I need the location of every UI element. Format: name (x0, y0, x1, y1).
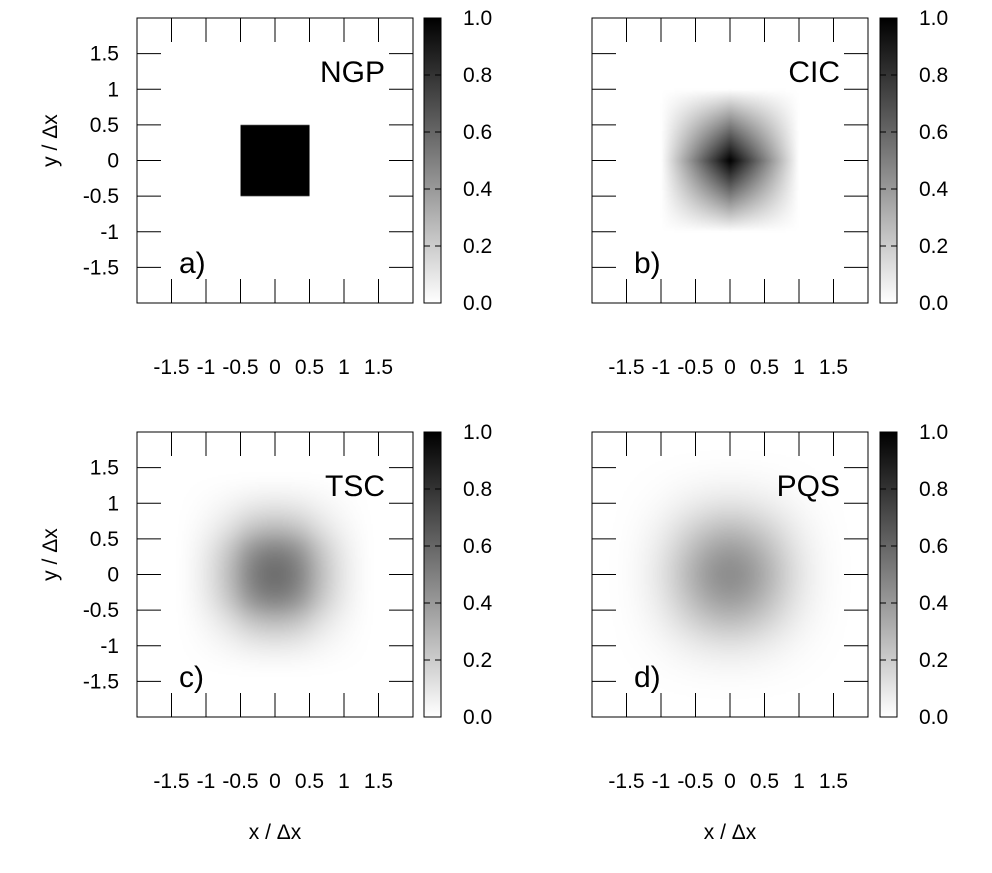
x-tick-label: -1.5 (608, 356, 644, 379)
colorbar-tick-label: 0.8 (463, 478, 492, 501)
y-axis-label: y / Δx (39, 114, 62, 167)
colorbar-tick-label: 0.6 (463, 535, 492, 558)
colorbar: 1.0 0.8 0.6 0.4 0.2 0.0 (423, 421, 493, 729)
panel-3: -1.5 -1 -0.5 0 0.5 1 1.5 1.5 1 0.5 0 -0.5 -1 -1.5 y / … (39, 421, 493, 844)
colorbar-tick-label: 0.4 (463, 178, 493, 201)
colorbar-tick-label: 0.8 (919, 478, 948, 501)
scheme-label: CIC (788, 56, 840, 89)
panel-label: b) (634, 247, 661, 280)
y-tick-label: 1 (107, 492, 119, 515)
x-tick-label: -0.5 (677, 356, 713, 379)
colorbar-tick-label: 1.0 (919, 421, 948, 444)
heatmap-image (137, 432, 413, 717)
x-tick-label: 0.5 (295, 356, 324, 379)
x-tick-label: 0 (724, 770, 736, 793)
y-tick-label: 1.5 (90, 43, 119, 66)
x-tick-label: 0 (269, 770, 281, 793)
x-tick-label: 1 (793, 770, 805, 793)
y-axis-label: y / Δx (39, 528, 62, 581)
colorbar-gradient (423, 431, 442, 718)
colorbar-tick-label: 0.0 (463, 292, 492, 315)
colorbar-tick-label: 0.8 (919, 64, 948, 87)
colorbar-gradient (879, 431, 898, 718)
x-tick-label: -1 (652, 770, 671, 793)
x-tick-label: -1.5 (153, 356, 189, 379)
colorbar-gradient (879, 17, 898, 304)
y-tick-label: 0 (107, 564, 119, 587)
x-axis-label: x / Δx (704, 821, 757, 844)
x-tick-label: 1 (793, 356, 805, 379)
panel-label: a) (179, 247, 206, 280)
colorbar: 1.0 0.8 0.6 0.4 0.2 0.0 (423, 7, 493, 315)
x-tick-label: 0.5 (750, 770, 779, 793)
x-tick-label: 1 (338, 770, 350, 793)
x-tick-label: 0.5 (295, 770, 324, 793)
colorbar-tick-label: 0.8 (463, 64, 492, 87)
x-tick-label: -0.5 (677, 770, 713, 793)
colorbar-tick-label: 1.0 (919, 7, 948, 30)
x-tick-label: -1 (197, 770, 216, 793)
x-tick-label: -1 (652, 356, 671, 379)
colorbar-gradient (423, 17, 442, 304)
scheme-label: TSC (325, 470, 385, 503)
panel-label: d) (634, 661, 661, 694)
colorbar: 1.0 0.8 0.6 0.4 0.2 0.0 (879, 7, 949, 315)
colorbar-tick-label: 0.6 (919, 121, 948, 144)
colorbar-tick-label: 0.6 (463, 121, 492, 144)
x-axis-label: x / Δx (249, 821, 302, 844)
panel-label: c) (179, 661, 204, 694)
colorbar-tick-label: 0.6 (919, 535, 948, 558)
x-tick-label: -1.5 (153, 770, 189, 793)
y-tick-label: -0.5 (83, 185, 119, 208)
x-tick-label: 1.5 (819, 356, 848, 379)
colorbar-tick-label: 1.0 (463, 7, 492, 30)
y-tick-label: 0.5 (90, 114, 119, 137)
panel-2: -1.5 -1 -0.5 0 0.5 1 1.5 CIC b) 1.0 0.8 0.6 0.4 0.2 0.… (591, 7, 949, 379)
colorbar-tick-label: 0.2 (463, 649, 492, 672)
colorbar-tick-label: 0.0 (463, 706, 492, 729)
x-tick-label: 1 (338, 356, 350, 379)
colorbar-tick-label: 0.4 (919, 592, 949, 615)
x-tick-label: 0 (269, 356, 281, 379)
x-tick-label: 1.5 (364, 356, 393, 379)
y-tick-label: -0.5 (83, 599, 119, 622)
x-tick-label: 0.5 (750, 356, 779, 379)
colorbar-tick-label: 0.2 (919, 649, 948, 672)
colorbar-tick-label: 0.2 (919, 235, 948, 258)
panel-4: -1.5 -1 -0.5 0 0.5 1 1.5 x / Δx PQS d) 1.0 0.8 0.6 0.… (591, 421, 949, 844)
colorbar-tick-label: 0.2 (463, 235, 492, 258)
x-tick-label: -0.5 (222, 770, 258, 793)
x-tick-label: 1.5 (364, 770, 393, 793)
colorbar-tick-label: 0.4 (463, 592, 493, 615)
x-tick-label: -1.5 (608, 770, 644, 793)
scheme-label: PQS (777, 470, 840, 503)
y-tick-label: -1.5 (83, 256, 119, 279)
colorbar-tick-label: 0.4 (919, 178, 949, 201)
x-tick-label: 0 (724, 356, 736, 379)
y-tick-label: 0.5 (90, 528, 119, 551)
x-tick-label: 1.5 (819, 770, 848, 793)
colorbar: 1.0 0.8 0.6 0.4 0.2 0.0 (879, 421, 949, 729)
y-tick-label: 1.5 (90, 457, 119, 480)
colorbar-tick-label: 1.0 (463, 421, 492, 444)
colorbar-tick-label: 0.0 (919, 292, 948, 315)
scheme-label: NGP (320, 56, 385, 89)
heatmap-image (592, 432, 868, 717)
colorbar-tick-label: 0.0 (919, 706, 948, 729)
y-tick-label: 1 (107, 78, 119, 101)
panel-1: -1.5 -1 -0.5 0 0.5 1 1.5 1.5 1 0.5 0 -0.5 -1 -1.5 y / … (39, 7, 493, 379)
y-tick-label: -1 (100, 221, 119, 244)
y-tick-label: 0 (107, 150, 119, 173)
heatmap-image (137, 18, 413, 303)
x-tick-label: -0.5 (222, 356, 258, 379)
y-tick-label: -1.5 (83, 670, 119, 693)
x-tick-label: -1 (197, 356, 216, 379)
heatmap-image (592, 18, 868, 303)
y-tick-label: -1 (100, 635, 119, 658)
